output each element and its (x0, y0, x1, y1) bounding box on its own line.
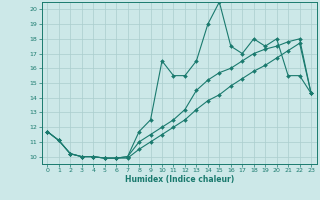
X-axis label: Humidex (Indice chaleur): Humidex (Indice chaleur) (124, 175, 234, 184)
